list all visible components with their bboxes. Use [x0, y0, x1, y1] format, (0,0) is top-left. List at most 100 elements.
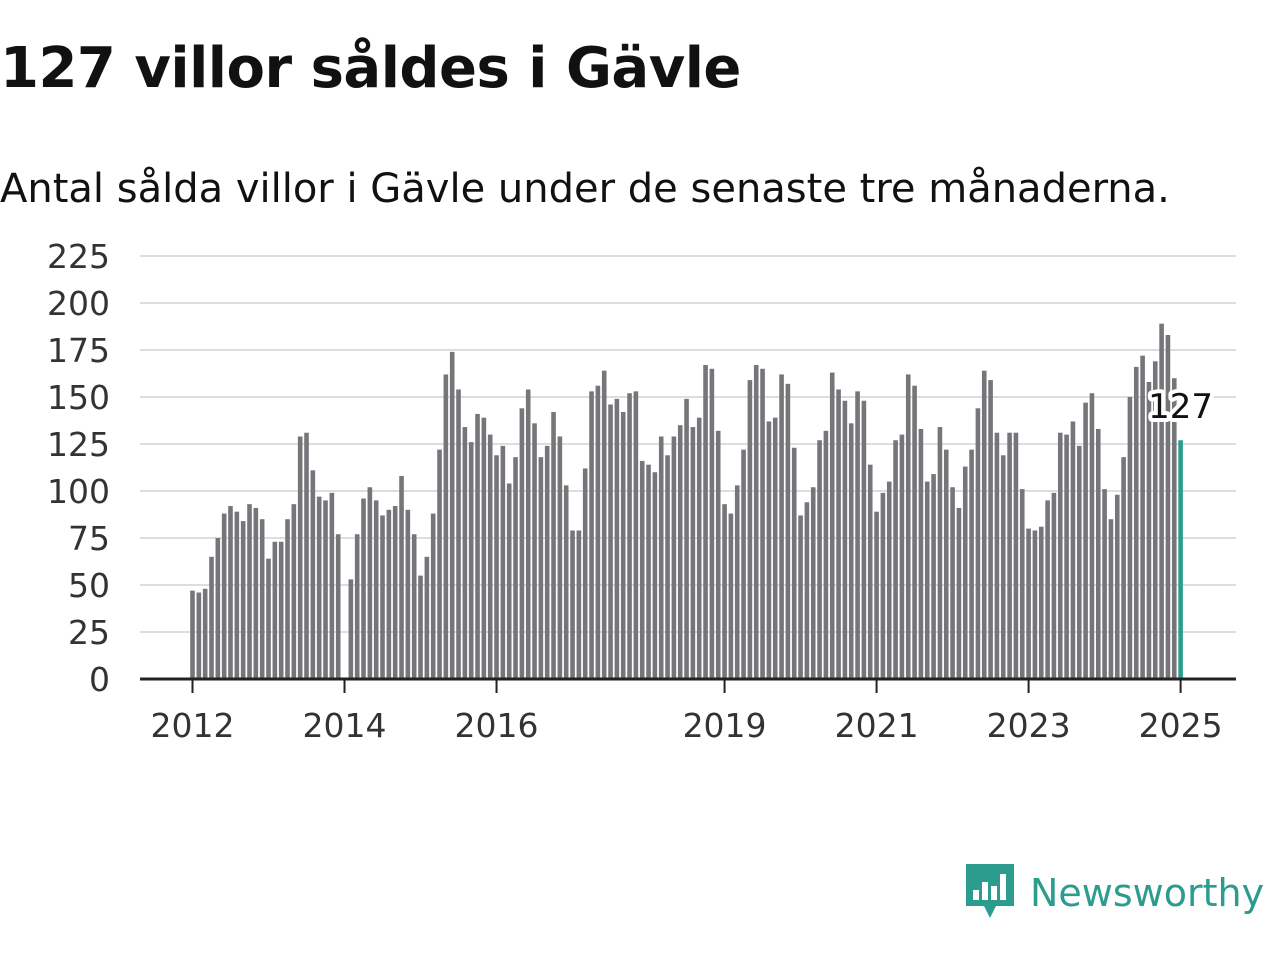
- bar: [285, 519, 290, 679]
- bar: [1095, 428, 1101, 679]
- bar: [880, 492, 886, 679]
- chart-subtitle: Antal sålda villor i Gävle under de sena…: [0, 166, 1170, 212]
- bar: [1045, 500, 1050, 679]
- bar: [722, 504, 727, 679]
- bar: [462, 427, 468, 679]
- bar: [1114, 494, 1120, 679]
- bar: [405, 509, 411, 679]
- y-tick-label: 200: [47, 284, 110, 323]
- bar: [1146, 381, 1152, 679]
- x-tick-label: 2023: [987, 706, 1071, 745]
- bar: [348, 579, 354, 679]
- bar: [709, 368, 715, 679]
- bar: [994, 432, 1000, 679]
- y-tick-label: 25: [68, 613, 110, 652]
- bar: [823, 430, 829, 679]
- bar: [278, 541, 284, 679]
- bar: [323, 500, 328, 679]
- bar: [367, 487, 373, 679]
- brand-name: Newsworthy: [1030, 871, 1265, 915]
- bar: [443, 374, 449, 679]
- bar: [589, 391, 594, 679]
- bar: [361, 498, 366, 679]
- bar: [810, 487, 816, 679]
- bar: [842, 400, 848, 679]
- bar: [956, 507, 962, 679]
- bar: [886, 481, 892, 679]
- bar: [772, 417, 778, 679]
- bar: [291, 504, 297, 679]
- bar: [893, 440, 898, 679]
- newsworthy-logo-icon: [966, 864, 1014, 918]
- bar: [1108, 519, 1114, 679]
- x-tick-label: 2016: [455, 706, 539, 745]
- bar: [570, 530, 575, 679]
- bar: [532, 423, 537, 679]
- bar: [487, 434, 493, 679]
- bar: [310, 470, 316, 679]
- bar: [582, 468, 588, 679]
- bar: [671, 436, 677, 679]
- bar: [424, 556, 430, 679]
- latest-value-label: 127: [1148, 387, 1213, 427]
- bar: [950, 487, 955, 679]
- bar: [791, 447, 797, 679]
- bar: [373, 500, 379, 679]
- bar: [931, 474, 936, 679]
- bar: [766, 421, 772, 679]
- y-axis-labels: 0 25 50 75 100 125 150 175 200 225: [47, 237, 110, 699]
- bar: [513, 457, 518, 679]
- bar: [392, 506, 398, 679]
- bar-latest: [1178, 440, 1183, 679]
- bar: [481, 417, 487, 679]
- bar: [829, 372, 835, 679]
- bar: [855, 391, 860, 679]
- y-tick-label: 175: [47, 331, 110, 370]
- bar: [817, 440, 822, 679]
- bar: [969, 449, 974, 679]
- bar: [437, 449, 442, 679]
- bar: [1032, 530, 1038, 679]
- bar: [1057, 432, 1063, 679]
- bar: [988, 380, 993, 679]
- bar: [354, 534, 360, 679]
- bar: [703, 365, 708, 679]
- bar: [912, 385, 917, 679]
- bar: [937, 427, 943, 679]
- bar: [1171, 378, 1177, 679]
- y-tick-label: 0: [89, 660, 110, 699]
- bar: [1140, 355, 1145, 679]
- bar: [1083, 402, 1088, 679]
- bar: [684, 398, 689, 679]
- y-tick-label: 50: [68, 566, 110, 605]
- bar: [614, 398, 620, 679]
- bar: [899, 434, 905, 679]
- bars: [190, 323, 1183, 679]
- bar: [525, 389, 531, 679]
- bar: [1076, 445, 1082, 679]
- bar: [253, 507, 259, 679]
- bar: [747, 380, 753, 679]
- bar: [1127, 397, 1133, 679]
- bar: [760, 368, 765, 679]
- bar: [677, 425, 683, 679]
- bar: [1133, 366, 1139, 679]
- chart-title: 127 villor såldes i Gävle: [0, 36, 741, 101]
- bar: [202, 588, 208, 679]
- bar: [335, 534, 341, 679]
- bar: [1121, 457, 1126, 679]
- bar: [506, 483, 512, 679]
- y-tick-label: 125: [47, 425, 110, 464]
- bar: [804, 502, 810, 679]
- bar: [240, 521, 246, 679]
- bar: [297, 436, 303, 679]
- newsworthy-brand[interactable]: Newsworthy: [964, 862, 1264, 924]
- bar: [1007, 432, 1012, 679]
- bar: [1089, 393, 1095, 679]
- bar: [551, 412, 556, 679]
- bar: [728, 513, 734, 679]
- value-labels: 127: [1144, 383, 1217, 431]
- bar: [190, 590, 195, 679]
- bar: [943, 449, 949, 679]
- bar: [753, 365, 759, 679]
